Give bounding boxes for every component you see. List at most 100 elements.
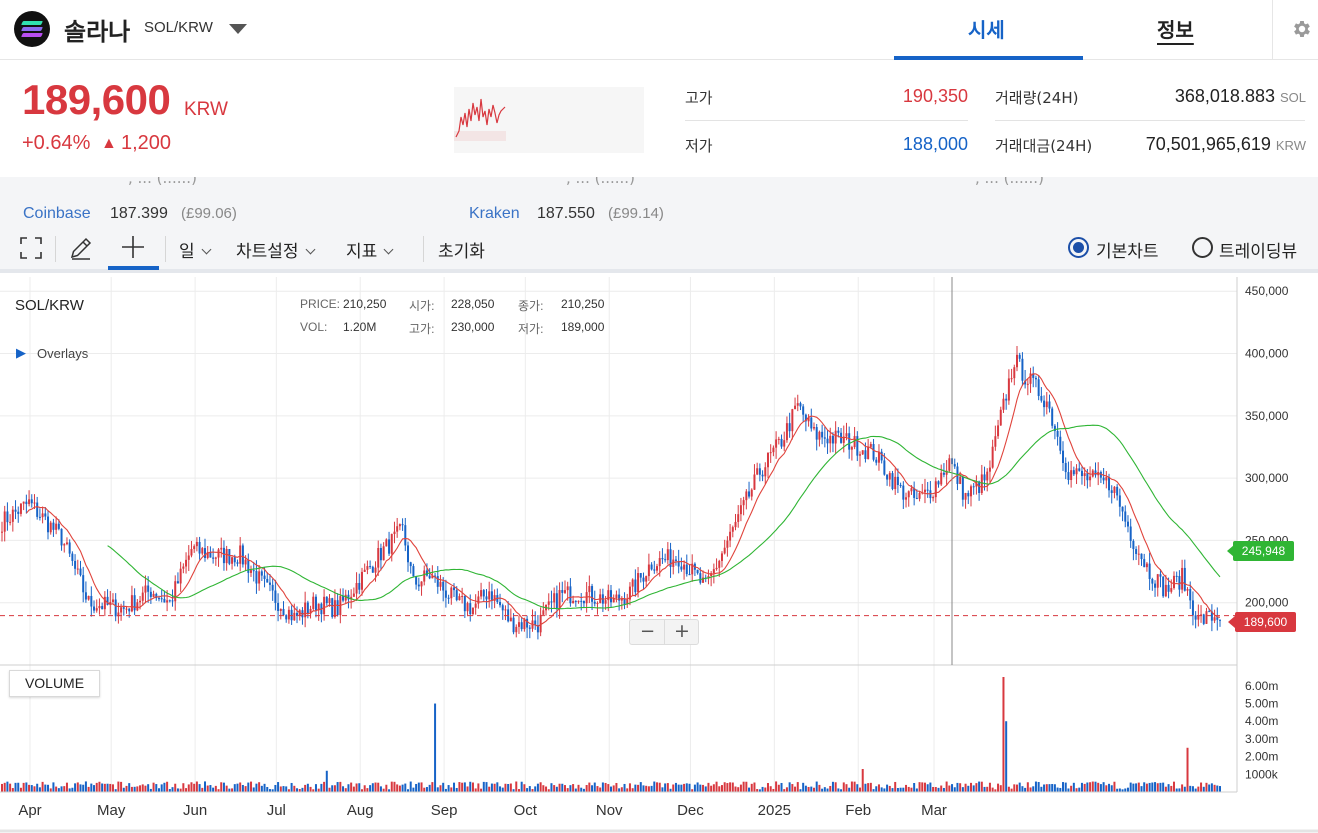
- candle-body: [867, 446, 870, 459]
- radio-tradingview[interactable]: [1192, 237, 1213, 258]
- volume-bar: [1, 783, 3, 792]
- candle-body: [1113, 486, 1116, 494]
- candle-body: [1018, 354, 1021, 359]
- candle-body: [304, 602, 307, 618]
- period-dropdown[interactable]: 일: [179, 237, 212, 262]
- candle-body: [250, 570, 253, 573]
- volume-bar: [894, 781, 897, 792]
- candle-body: [1148, 563, 1151, 580]
- volume-bar: [1094, 781, 1097, 792]
- volume-bar: [1097, 782, 1100, 792]
- candle-body: [696, 569, 699, 574]
- volume-bar: [1086, 782, 1089, 792]
- candle-body: [526, 618, 529, 628]
- volume-bar: [674, 782, 677, 792]
- candle-body: [482, 590, 485, 597]
- volume-bar: [409, 781, 412, 792]
- candle-body: [47, 516, 50, 533]
- chart-grid: [0, 277, 1237, 791]
- candle-body: [658, 558, 661, 567]
- volume-bar: [60, 786, 63, 792]
- volume-bar: [501, 787, 504, 792]
- price-chart-panel[interactable]: 200,000250,000300,000350,000400,000450,0…: [0, 277, 1318, 833]
- volume-bar: [1110, 785, 1113, 792]
- candle-body: [179, 568, 182, 584]
- volume-bar: [561, 783, 564, 792]
- volume-bar: [84, 781, 87, 792]
- candle-body: [859, 454, 862, 456]
- volume-bar: [1045, 784, 1048, 792]
- basic-chart-label[interactable]: 기본차트: [1096, 242, 1159, 262]
- volume-bar: [1032, 786, 1035, 792]
- candle-body: [894, 476, 897, 490]
- tab-quote[interactable]: 시세: [968, 18, 1005, 42]
- tab-info[interactable]: 정보: [1157, 18, 1194, 42]
- ohlc-open-label: 시가:: [409, 299, 435, 313]
- volume-bar: [298, 788, 301, 792]
- volume-bar: [983, 786, 986, 792]
- candle-body: [1170, 588, 1173, 592]
- candlestick-chart[interactable]: 200,000250,000300,000350,000400,000450,0…: [0, 277, 1318, 833]
- radio-basic-chart[interactable]: [1068, 237, 1089, 258]
- volume-bar: [331, 785, 334, 792]
- indicators-dropdown[interactable]: 지표: [346, 237, 394, 262]
- coin-dropdown-caret-icon[interactable]: [229, 24, 247, 34]
- volume-bar: [1126, 787, 1129, 792]
- volume-bar: [831, 781, 834, 792]
- volume-bar: [737, 787, 740, 792]
- volume-bar: [848, 787, 851, 792]
- candle-body: [905, 497, 908, 500]
- settings-gear-icon[interactable]: [1291, 18, 1313, 40]
- volume-bar: [425, 787, 428, 792]
- volume-bar: [902, 787, 905, 792]
- volume-bar: [198, 784, 201, 792]
- exchange-name[interactable]: Kraken: [469, 205, 520, 222]
- volume-bar: [1148, 782, 1151, 792]
- volume-bar: [504, 783, 507, 792]
- candle-body: [331, 598, 334, 617]
- volume-bar: [1040, 786, 1043, 792]
- volume-bar: [36, 783, 39, 792]
- zoom-out-button[interactable]: −: [640, 621, 656, 642]
- volume-bar: [507, 784, 510, 792]
- volume-bar: [233, 784, 236, 792]
- reset-button[interactable]: 초기화: [438, 242, 485, 262]
- crosshair-tool[interactable]: [108, 223, 159, 270]
- candle-body: [723, 547, 726, 554]
- fullscreen-icon[interactable]: [19, 236, 43, 260]
- volume-bar: [385, 784, 388, 792]
- overlays-toggle[interactable]: Overlays: [37, 346, 89, 361]
- ohlc-open: 228,050: [451, 297, 495, 311]
- candle-body: [190, 549, 193, 556]
- candle-body: [111, 599, 114, 602]
- low-label: 저가: [685, 137, 713, 155]
- candle-body: [93, 606, 96, 611]
- candle-body: [669, 549, 672, 567]
- exchange-name[interactable]: Coinbase: [23, 205, 91, 222]
- volume-bar: [661, 787, 664, 792]
- overlays-toggle-icon[interactable]: ▶: [16, 346, 26, 361]
- volume-bar: [477, 783, 480, 792]
- candle-body: [1197, 615, 1200, 620]
- volume-bar: [6, 781, 9, 792]
- candle-body: [1159, 574, 1162, 577]
- volume-bar: [923, 782, 926, 792]
- candle-body: [1154, 583, 1157, 588]
- candle-body: [918, 492, 921, 499]
- candle-body: [620, 598, 623, 601]
- ohlc-close: 210,250: [561, 297, 605, 311]
- high-value: 190,350: [902, 86, 968, 106]
- chart-settings-dropdown[interactable]: 차트설정: [236, 237, 316, 262]
- candle-body: [896, 476, 899, 486]
- candle-body: [1205, 611, 1208, 624]
- candle-body: [52, 522, 55, 530]
- tradingview-label[interactable]: 트레이딩뷰: [1219, 242, 1298, 262]
- volume-bar: [702, 784, 705, 792]
- volume-bar: [482, 781, 485, 792]
- candle-body: [953, 464, 956, 467]
- zoom-in-button[interactable]: +: [674, 620, 690, 642]
- candle-body: [252, 570, 255, 572]
- amount-24h-label: 거래대금(24H): [995, 137, 1093, 155]
- draw-pencil-icon[interactable]: [68, 235, 94, 261]
- volume-bar: [585, 785, 588, 792]
